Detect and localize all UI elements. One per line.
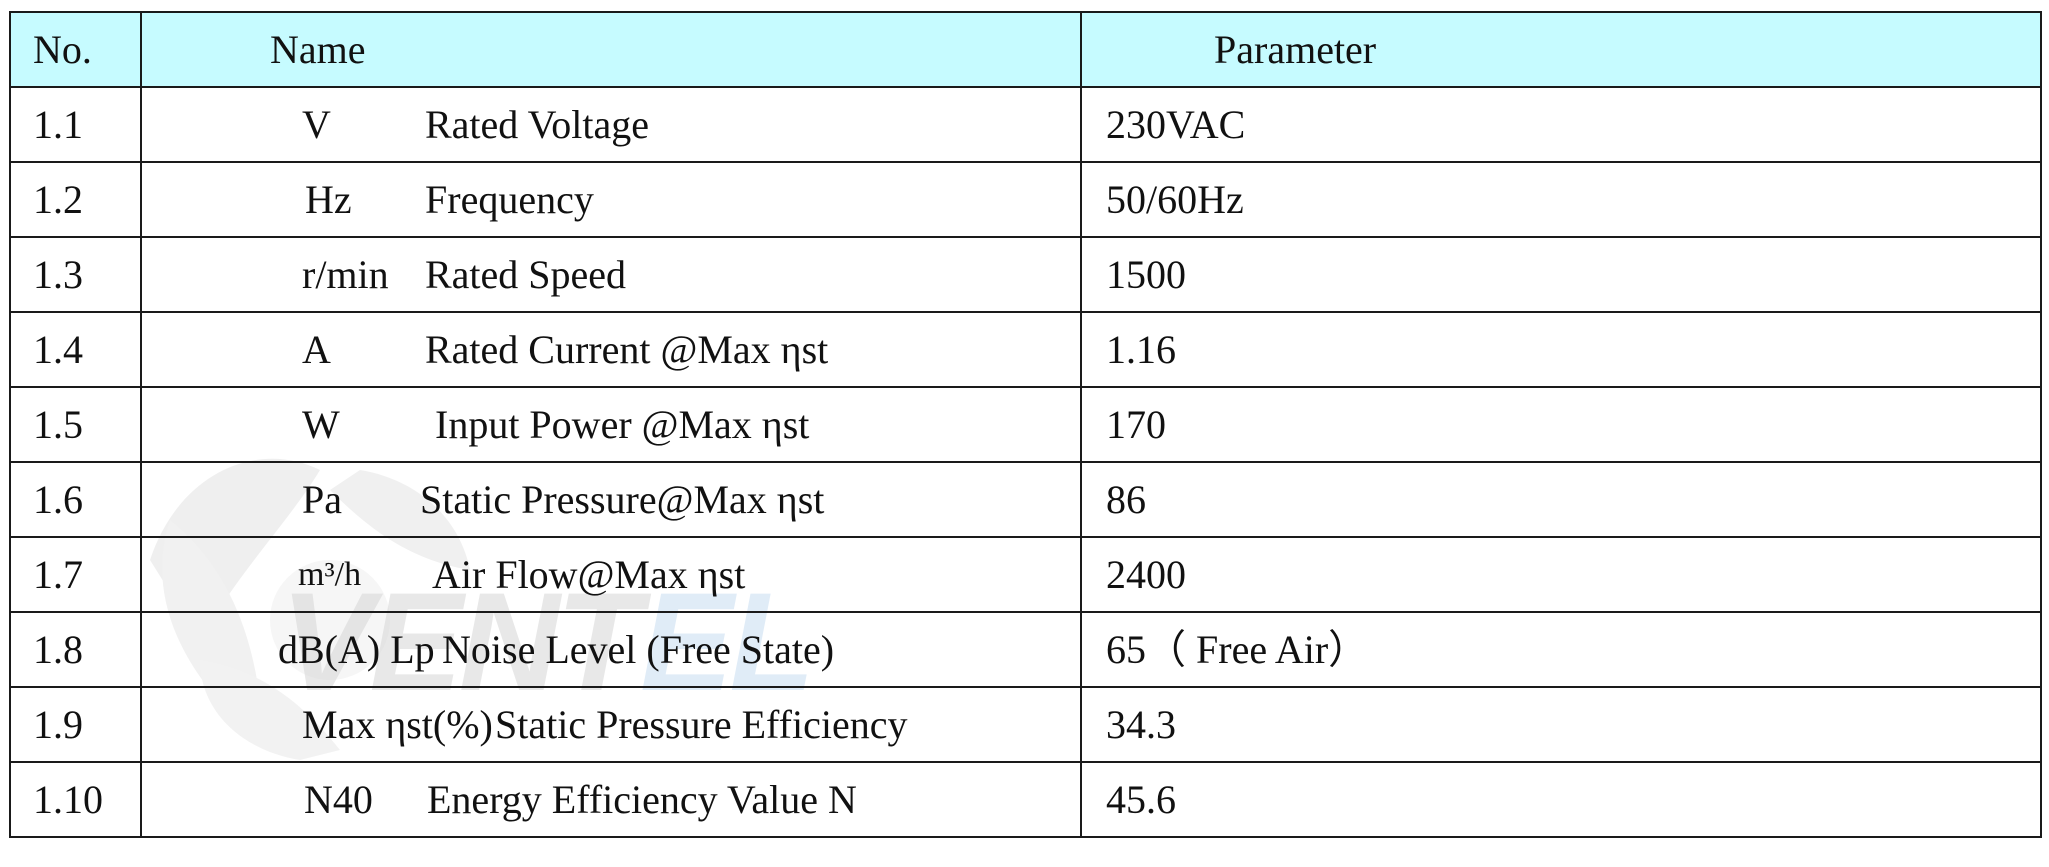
row-description: Static Pressure@Max ηst [420,476,825,522]
row-symbol: dB(A) Lp [278,626,435,672]
row-name: W Input Power @Max ηst [140,386,1082,463]
row-no: 1.5 [9,386,142,463]
row-no: 1.8 [9,611,142,688]
row-symbol: m³/h [298,555,362,593]
row-value: 45.6 [1080,761,2042,838]
row-symbol: N40 [304,776,373,822]
row-symbol: W [302,401,340,447]
row-symbol: A [302,326,331,372]
row-no: 1.2 [9,161,142,238]
row-value: 1500 [1080,236,2042,313]
row-symbol: Hz [305,176,352,222]
table-row: 1.4 A Rated Current @Max ηst 1.16 [9,311,2042,388]
row-no: 1.3 [9,236,142,313]
row-description: Frequency [425,176,594,222]
table-row: 1.2 Hz Frequency 50/60Hz [9,161,2042,238]
row-value: 34.3 [1080,686,2042,763]
header-no: No. [9,11,142,88]
row-name: Pa Static Pressure@Max ηst [140,461,1082,538]
header-parameter: Parameter [1080,11,2042,88]
header-name: Name [140,11,1082,88]
row-value: 1.16 [1080,311,2042,388]
row-name: m³/h Air Flow@Max ηst [140,536,1082,613]
table-row: 1.9 Max ηst(%) Static Pressure Efficienc… [9,686,2042,763]
row-value: 65（ Free Air） [1080,611,2042,688]
row-value: 230VAC [1080,86,2042,163]
row-description: Noise Level (Free State) [442,626,835,672]
row-description: Air Flow@Max ηst [432,551,746,597]
row-no: 1.7 [9,536,142,613]
table-row: 1.1 V Rated Voltage 230VAC [9,86,2042,163]
row-no: 1.4 [9,311,142,388]
row-name: V Rated Voltage [140,86,1082,163]
row-name: Hz Frequency [140,161,1082,238]
row-value: 170 [1080,386,2042,463]
row-description: Energy Efficiency Value N [427,776,857,822]
row-name: Max ηst(%) Static Pressure Efficiency [140,686,1082,763]
table-row: 1.7 m³/h Air Flow@Max ηst 2400 [9,536,2042,613]
spec-table-wrapper: No. Name Parameter 1.1 V Rated Voltage 2… [9,11,2042,838]
row-no: 1.9 [9,686,142,763]
row-symbol: r/min [302,251,389,297]
row-description: Rated Voltage [425,101,650,147]
table-row: 1.10 N40 Energy Efficiency Value N 45.6 [9,761,2042,838]
row-value: 2400 [1080,536,2042,613]
table-row: 1.3 r/min Rated Speed 1500 [9,236,2042,313]
row-description: Rated Speed [425,251,627,297]
row-description: Rated Current @Max ηst [425,326,829,372]
table-row: 1.6 Pa Static Pressure@Max ηst 86 [9,461,2042,538]
row-no: 1.10 [9,761,142,838]
table-row: 1.8 dB(A) Lp Noise Level (Free State) 65… [9,611,2042,688]
row-no: 1.6 [9,461,142,538]
row-value: 50/60Hz [1080,161,2042,238]
row-name: dB(A) Lp Noise Level (Free State) [140,611,1082,688]
row-symbol: Max ηst(%) [302,701,493,747]
row-symbol: V [302,101,331,147]
row-value: 86 [1080,461,2042,538]
row-description: Static Pressure Efficiency [495,701,908,747]
row-no: 1.1 [9,86,142,163]
spec-table: No. Name Parameter 1.1 V Rated Voltage 2… [9,11,2042,838]
row-name: r/min Rated Speed [140,236,1082,313]
row-name: A Rated Current @Max ηst [140,311,1082,388]
table-row: 1.5 W Input Power @Max ηst 170 [9,386,2042,463]
row-symbol: Pa [302,476,342,522]
row-description: Input Power @Max ηst [435,401,810,447]
table-header-row: No. Name Parameter [9,11,2042,88]
row-name: N40 Energy Efficiency Value N [140,761,1082,838]
